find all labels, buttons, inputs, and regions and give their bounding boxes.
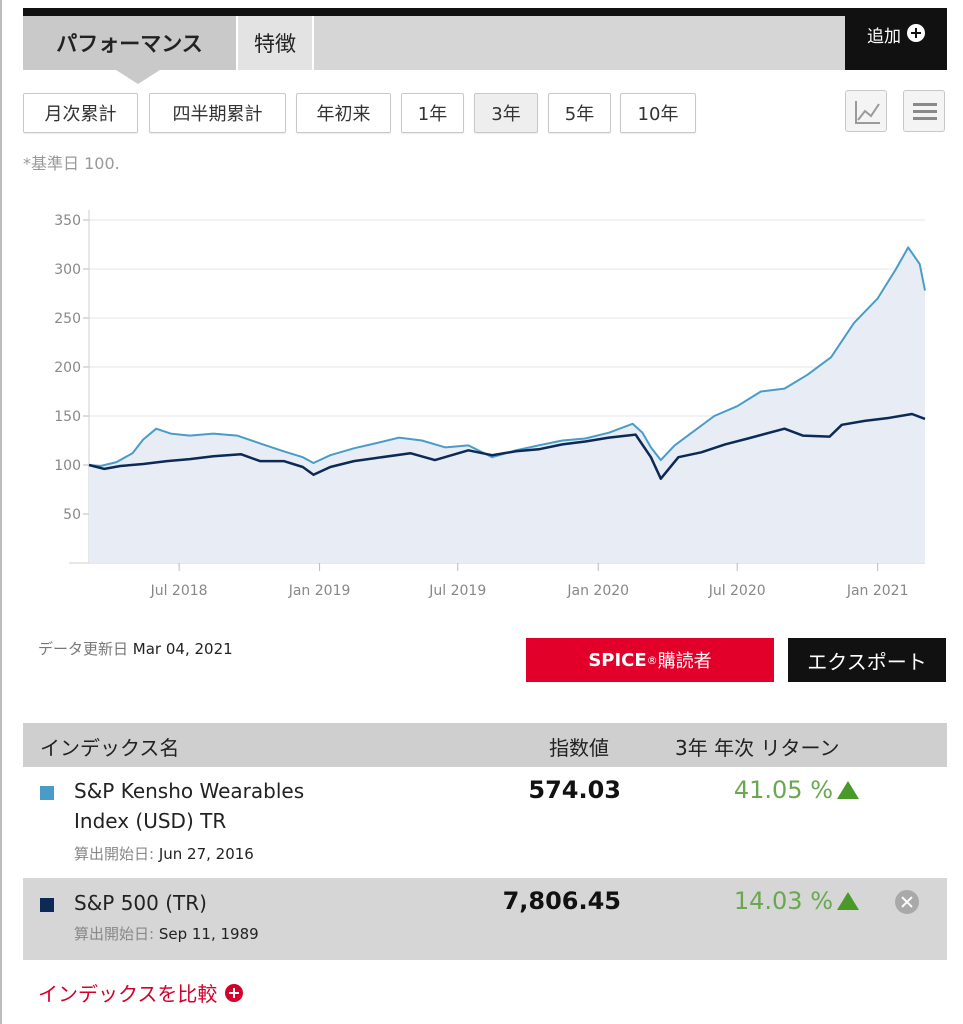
index-name-line1: S&P 500 (TR): [74, 891, 207, 915]
return-text: 41.05 %: [733, 776, 833, 804]
series-area-fill: [89, 247, 925, 563]
plus-circle-icon: [225, 983, 244, 1002]
col-index-name: インデックス名: [40, 736, 180, 760]
col-return: 3年 年次 リターン: [675, 736, 840, 760]
line-chart-icon: [855, 101, 880, 124]
index-name-line1: S&P Kensho Wearables: [74, 779, 305, 803]
page-frame-left: [0, 0, 2, 1024]
y-tick-label: 250: [54, 311, 81, 327]
col-index-value: 指数値: [549, 736, 609, 760]
active-tab-pointer: [116, 70, 160, 84]
menu-icon-line: [913, 117, 937, 120]
y-tick-label: 50: [63, 507, 81, 523]
inception-date: 算出開始日: Jun 27, 2016: [74, 843, 254, 864]
data-update-label: データ更新日: [38, 640, 129, 658]
spice-label: SPICE: [588, 649, 647, 671]
plus-circle-icon: [907, 24, 925, 42]
index-table-header: インデックス名 指数値 3年 年次 リターン: [23, 723, 947, 767]
y-tick-label: 150: [54, 409, 81, 425]
return-value: 14.03 %: [734, 887, 859, 915]
menu-icon-line: [913, 110, 937, 113]
series-line-sp500: [88, 412, 926, 480]
period-mtd-button[interactable]: 月次累計: [23, 93, 138, 133]
tab-divider: [312, 16, 314, 70]
x-tick-label: Jul 2020: [708, 583, 766, 599]
data-update: データ更新日 Mar 04, 2021: [38, 638, 233, 659]
x-tick-label: Jan 2020: [566, 583, 629, 599]
table-row: S&P 500 (TR) 算出開始日: Sep 11, 1989 7,806.4…: [23, 878, 947, 960]
compare-index-link[interactable]: インデックスを比較: [38, 978, 244, 1007]
x-tick-label: Jan 2019: [288, 583, 351, 599]
tab-divider: [236, 16, 238, 70]
chart-svg: 50 100 150 200 250 300 350 Jul 2018 Jan 2019 Jul …: [54, 210, 926, 599]
base-note: *基準日 100.: [23, 154, 120, 173]
index-value: 7,806.45: [502, 887, 621, 915]
remove-index-button[interactable]: [895, 890, 919, 914]
x-tick-label: Jul 2018: [150, 583, 208, 599]
spice-suffix: 購読者: [657, 651, 712, 672]
export-button[interactable]: エクスポート: [788, 638, 946, 682]
period-ytd-button[interactable]: 年初来: [296, 93, 391, 133]
period-5y-button[interactable]: 5年: [548, 93, 611, 133]
menu-icon: [913, 103, 937, 106]
series-swatch: [40, 786, 54, 800]
index-value: 574.03: [528, 776, 621, 804]
period-3y-button[interactable]: 3年: [474, 93, 538, 133]
x-tick-label: Jan 2021: [846, 583, 909, 599]
index-name-line2: Index (USD) TR: [74, 809, 227, 833]
data-update-date: Mar 04, 2021: [132, 640, 233, 658]
inception-label: 算出開始日:: [74, 845, 155, 863]
x-tick-label: Jul 2019: [428, 583, 486, 599]
add-button-label: 追加: [867, 27, 901, 47]
up-arrow-icon: [837, 781, 859, 799]
table-view-button[interactable]: [903, 90, 945, 132]
index-name: S&P Kensho Wearables Index (USD) TR: [74, 776, 304, 836]
y-tick-label: 100: [54, 458, 81, 474]
return-value: 41.05 %: [734, 776, 859, 804]
index-name: S&P 500 (TR): [74, 888, 207, 918]
tab-features[interactable]: 特徴: [238, 16, 312, 70]
y-tick-label: 350: [54, 213, 81, 229]
period-1y-button[interactable]: 1年: [401, 93, 464, 133]
tab-bar: パフォーマンス 特徴 追加: [23, 16, 947, 70]
inception-date: 算出開始日: Sep 11, 1989: [74, 923, 259, 944]
compare-label: インデックスを比較: [38, 982, 218, 1006]
line-chart-view-button[interactable]: [845, 90, 887, 132]
spice-reg: ®: [646, 653, 658, 667]
spice-subscriber-button[interactable]: SPICE ® 購読者: [526, 638, 774, 682]
inception-value: Sep 11, 1989: [158, 925, 259, 943]
period-10y-button[interactable]: 10年: [620, 93, 696, 133]
series-swatch: [40, 898, 54, 912]
period-qtd-button[interactable]: 四半期累計: [149, 93, 286, 133]
tab-performance[interactable]: パフォーマンス: [23, 16, 236, 70]
performance-chart: 50 100 150 200 250 300 350 Jul 2018 Jan 2019 Jul …: [23, 190, 947, 610]
add-button[interactable]: 追加: [845, 16, 947, 70]
inception-value: Jun 27, 2016: [158, 845, 254, 863]
return-text: 14.03 %: [733, 887, 833, 915]
table-row: S&P Kensho Wearables Index (USD) TR 算出開始…: [23, 767, 947, 878]
top-rule: [23, 8, 947, 16]
inception-label: 算出開始日:: [74, 925, 155, 943]
up-arrow-icon: [837, 892, 859, 910]
y-tick-label: 200: [54, 360, 81, 376]
y-tick-label: 300: [54, 262, 81, 278]
